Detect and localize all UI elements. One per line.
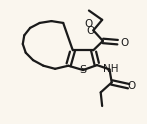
Text: O: O (87, 26, 95, 36)
Text: O: O (127, 81, 135, 91)
Text: NH: NH (103, 64, 118, 74)
Text: O: O (84, 19, 92, 29)
Text: S: S (79, 65, 86, 75)
Text: O: O (120, 38, 128, 48)
